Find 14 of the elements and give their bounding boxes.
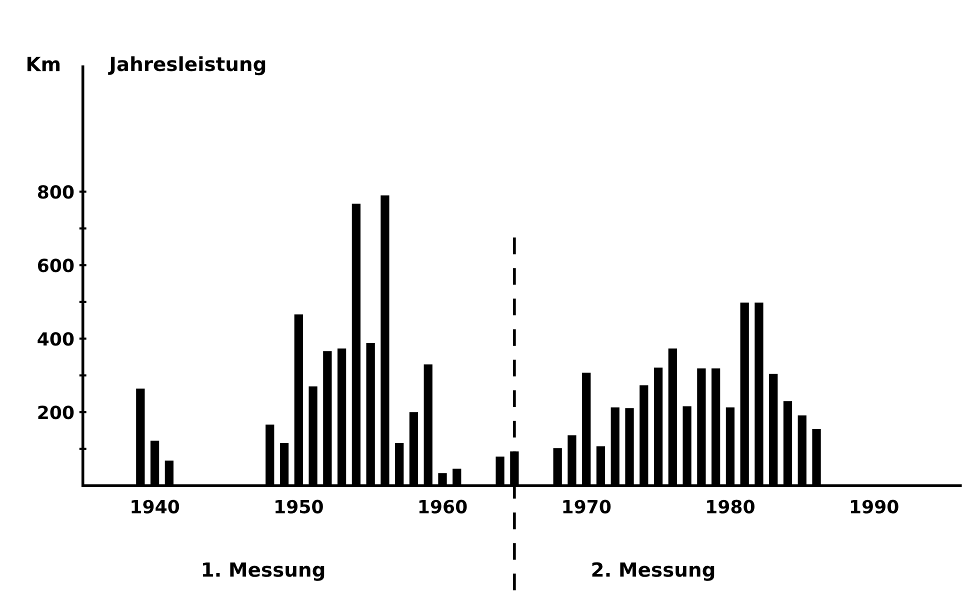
x-tick-label: 1960 bbox=[419, 500, 467, 514]
y-tick-label: 200 bbox=[38, 406, 74, 420]
x-tick-label: 1950 bbox=[276, 500, 323, 514]
y-tick-label: 800 bbox=[38, 185, 74, 199]
y-tick-label: 400 bbox=[38, 332, 74, 346]
text: 1. Messung bbox=[202, 562, 324, 581]
x-tick-label: 1990 bbox=[850, 500, 898, 514]
x-tick-label: 1970 bbox=[563, 500, 611, 514]
y-tick-label: 600 bbox=[38, 258, 74, 272]
text: 2. Messung bbox=[592, 562, 714, 581]
chart-title: Jahresleistung bbox=[108, 56, 266, 76]
x-tick-label: 1940 bbox=[132, 500, 180, 514]
x-tick-label: 1980 bbox=[707, 500, 754, 514]
y-axis-title: Km bbox=[28, 56, 60, 72]
